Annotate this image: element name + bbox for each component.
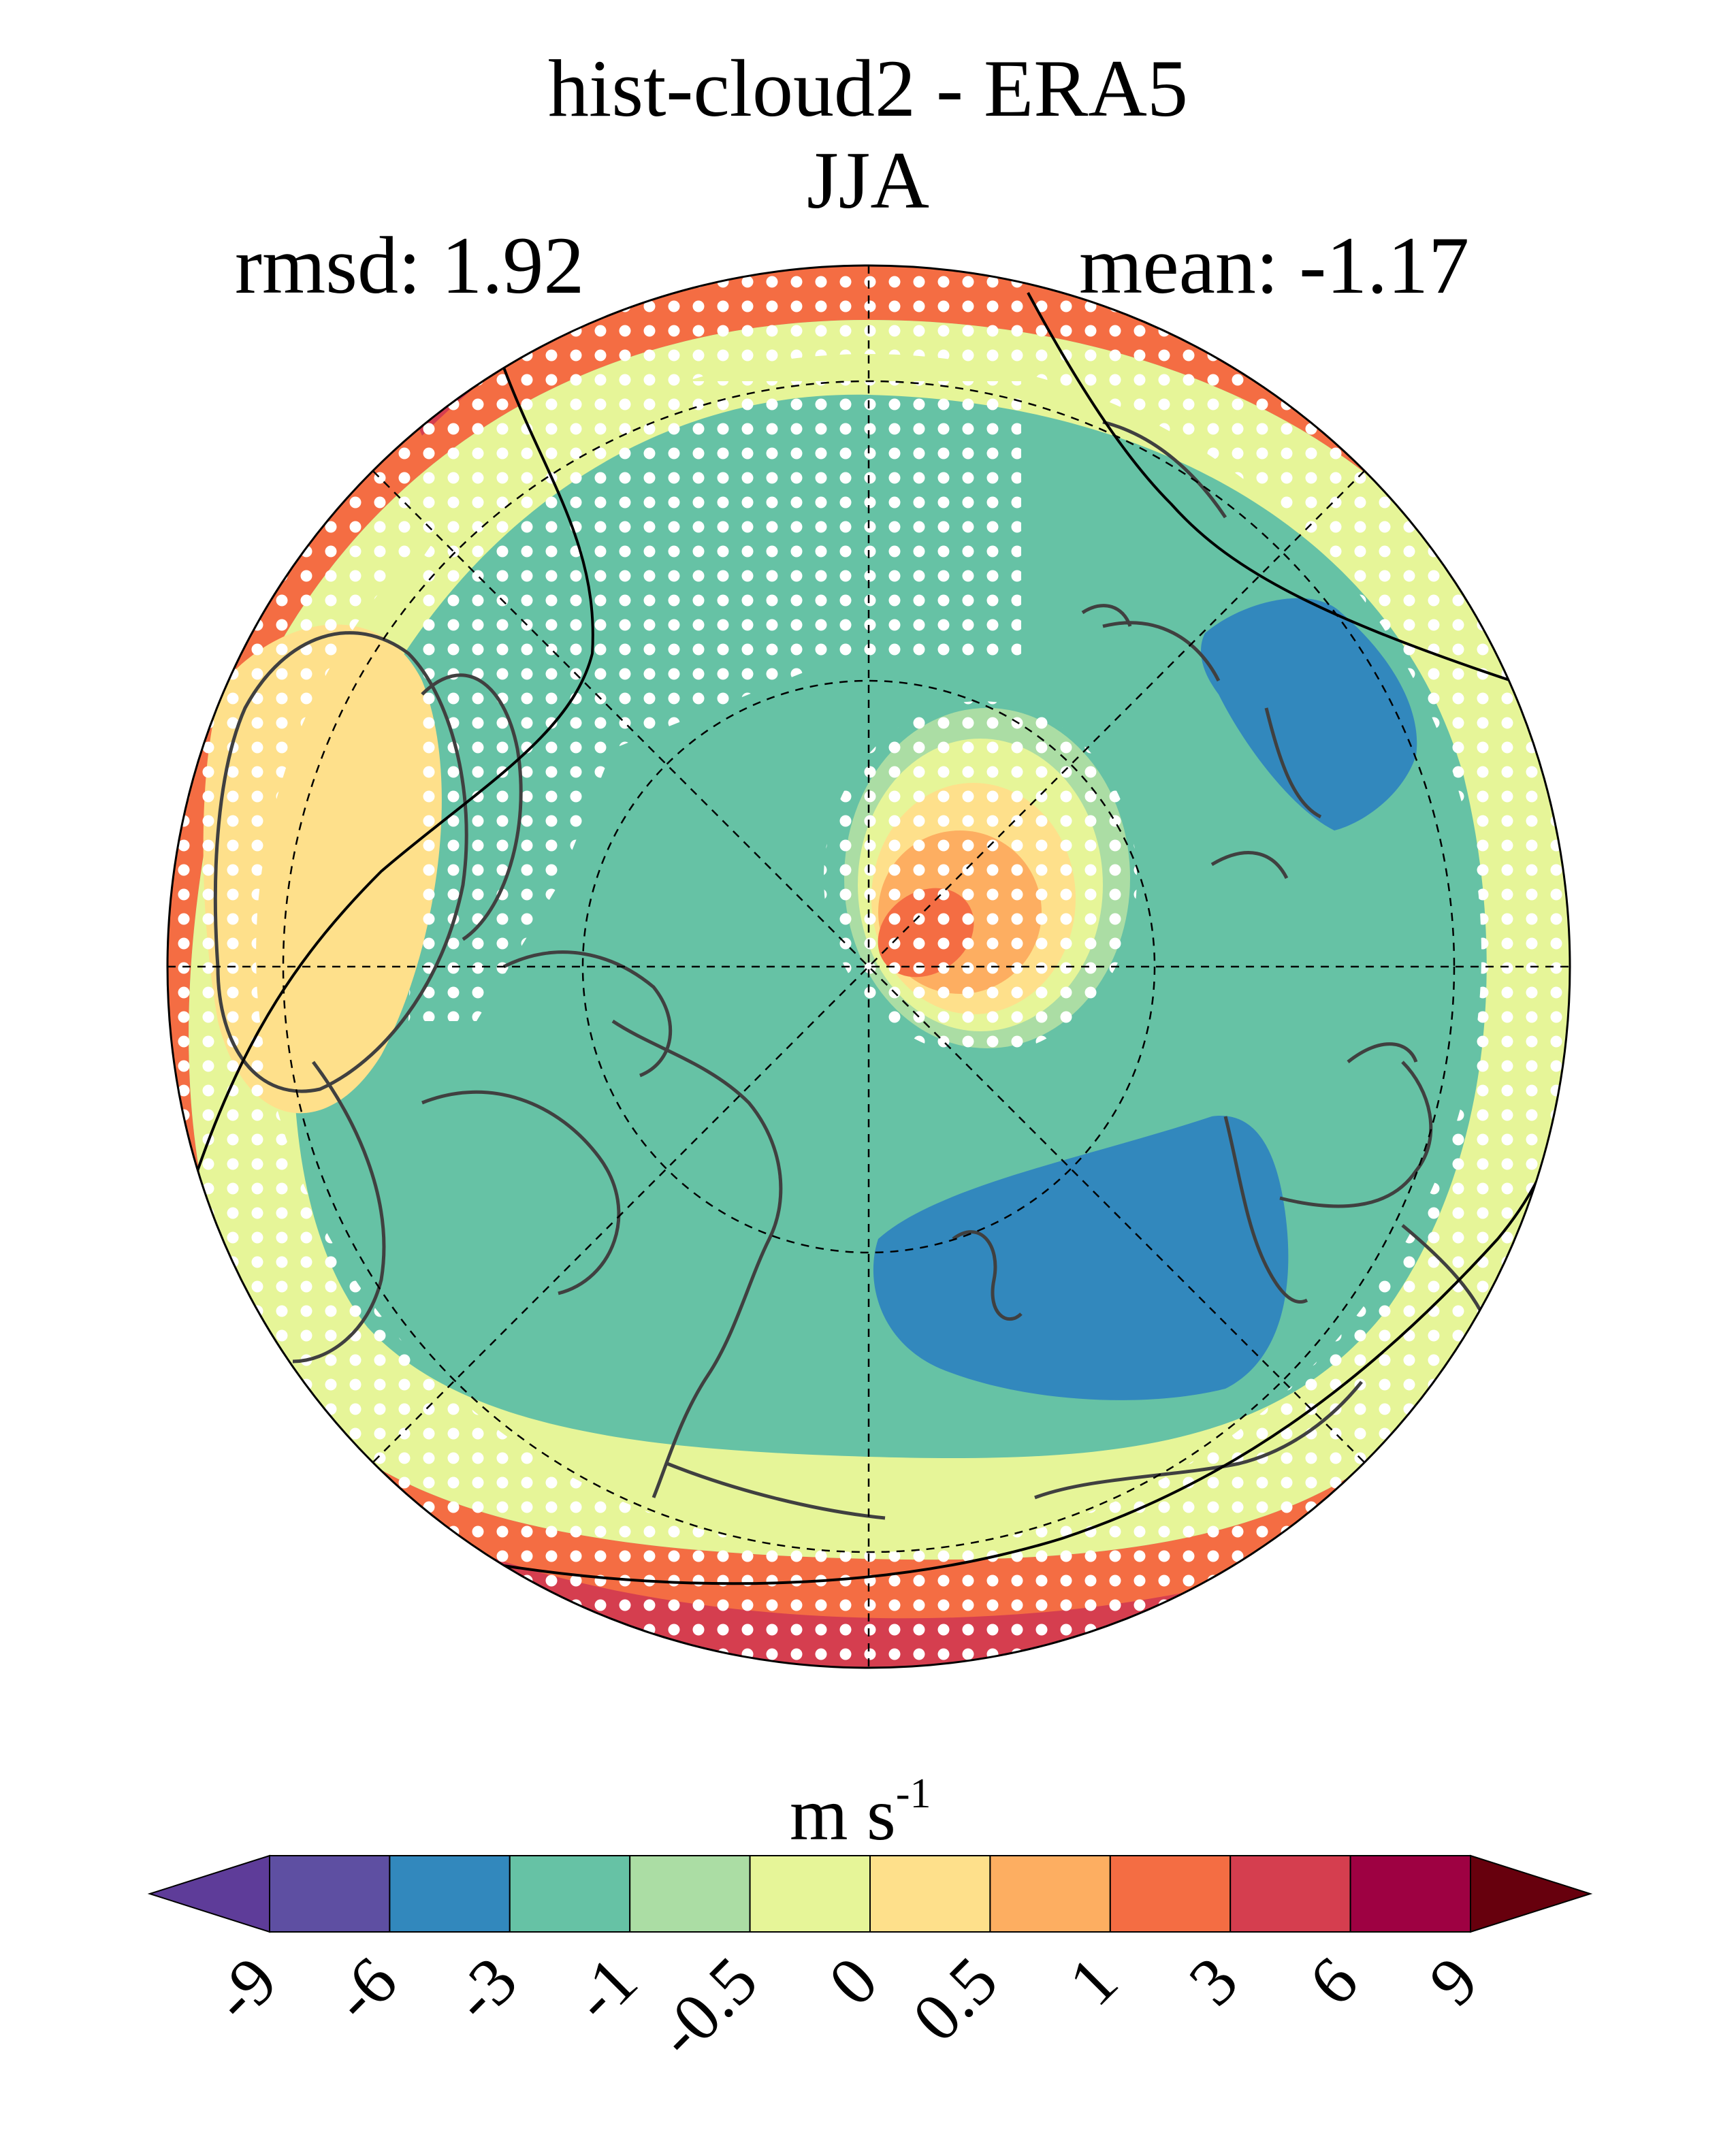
colorbar-tick-label: 0 (814, 1942, 892, 2020)
colorbar-bin (1349, 1855, 1471, 1933)
colorbar-bin (629, 1855, 751, 1933)
colorbar-bin (1109, 1855, 1232, 1933)
colorbar-bin (749, 1855, 871, 1933)
colorbar-bins (269, 1855, 1471, 1933)
colorbar-bin (989, 1855, 1111, 1933)
colorbar-tick-label: -3 (438, 1942, 531, 2035)
colorbar: -9 -6 -3 -1-0.5 0 0.5 1 3 6 9 (147, 1854, 1593, 2072)
colorbar-tick-label: 9 (1415, 1942, 1492, 2020)
colorbar-bin (1229, 1855, 1351, 1933)
colorbar-tick-label: -0.5 (642, 1942, 771, 2071)
colorbar-bin (389, 1855, 511, 1933)
map-disc (167, 265, 1570, 1668)
map-border (166, 264, 1571, 1669)
colorbar-bin (509, 1855, 631, 1933)
colorbar-tick-label: -9 (197, 1942, 291, 2035)
map-title: hist-cloud2 - ERA5 (548, 43, 1188, 133)
coastlines (213, 420, 1493, 1520)
rmsd-label: rmsd: 1.92 (235, 220, 585, 310)
colorbar-bin (269, 1855, 391, 1933)
colorbar-tick-label: 6 (1295, 1942, 1372, 2020)
colorbar-tick-label: -1 (558, 1942, 652, 2035)
colorbar-tick-label: 3 (1174, 1942, 1252, 2020)
colorbar-under-arrow (147, 1854, 270, 1933)
colorbar-units: m s-1 (790, 1771, 931, 1856)
season-label: JJA (806, 135, 930, 225)
colorbar-bin (869, 1855, 991, 1933)
mean-label: mean: -1.17 (1079, 220, 1470, 310)
colorbar-tick-label: -6 (318, 1942, 411, 2035)
colorbar-tick-label: 0.5 (898, 1942, 1012, 2056)
colorbar-ticks: -9 -6 -3 -1-0.5 0 0.5 1 3 6 9 (197, 1942, 1492, 2071)
dateline-curves (196, 292, 1567, 1585)
graticule (167, 265, 1570, 1668)
colorbar-over-arrow (1470, 1854, 1593, 1933)
colorbar-tick-label: 1 (1055, 1942, 1132, 2020)
